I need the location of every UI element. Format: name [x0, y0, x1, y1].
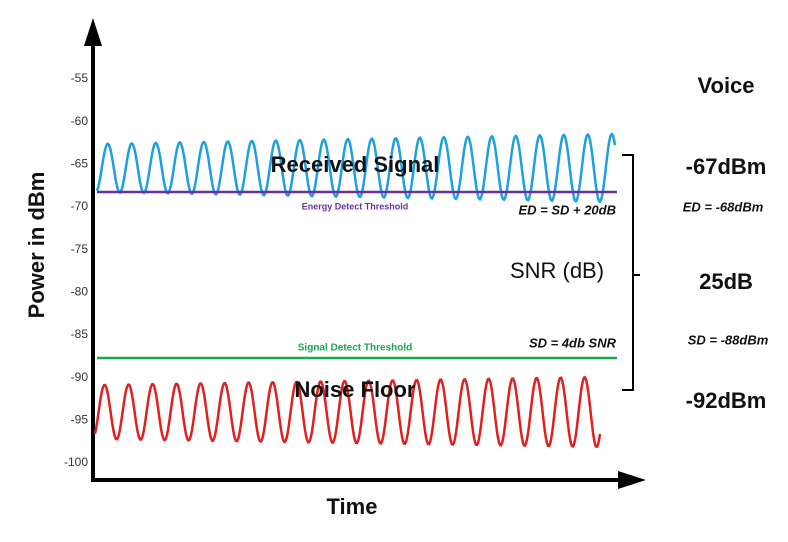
ed-formula: ED = SD + 20dB	[518, 202, 616, 217]
sd-formula: SD = 4db SNR	[529, 335, 617, 350]
side-snr: 25dB	[699, 269, 753, 294]
y-arrow	[84, 18, 102, 46]
y-tick-label: -55	[71, 71, 89, 85]
side-noise: -92dBm	[686, 388, 767, 413]
side-title: Voice	[697, 73, 754, 98]
y-tick-label: -95	[71, 413, 89, 427]
y-axis-label: Power in dBm	[24, 172, 49, 319]
side-ed: ED = -68dBm	[683, 199, 764, 214]
y-tick-label: -85	[71, 327, 89, 341]
noise-wave	[93, 375, 602, 449]
x-arrow	[618, 471, 646, 489]
received-signal-label: Received Signal	[271, 152, 440, 177]
energy-threshold-label: Energy Detect Threshold	[302, 201, 409, 211]
y-tick-label: -75	[71, 242, 89, 256]
x-axis-label: Time	[327, 494, 378, 519]
side-received: -67dBm	[686, 154, 767, 179]
signal-threshold-label: Signal Detect Threshold	[298, 343, 412, 354]
snr-label: SNR (dB)	[510, 258, 604, 283]
y-tick-label: -60	[71, 114, 89, 128]
side-sd: SD = -88dBm	[688, 332, 769, 347]
received-wave	[95, 132, 617, 204]
y-tick-label: -90	[71, 370, 89, 384]
y-tick-label: -80	[71, 285, 89, 299]
y-tick-label: -70	[71, 199, 89, 213]
y-tick-label: -65	[71, 157, 89, 171]
snr-bracket	[622, 154, 640, 391]
y-tick-label: -100	[64, 455, 88, 469]
noise-floor-label: Noise Floor	[294, 377, 415, 402]
